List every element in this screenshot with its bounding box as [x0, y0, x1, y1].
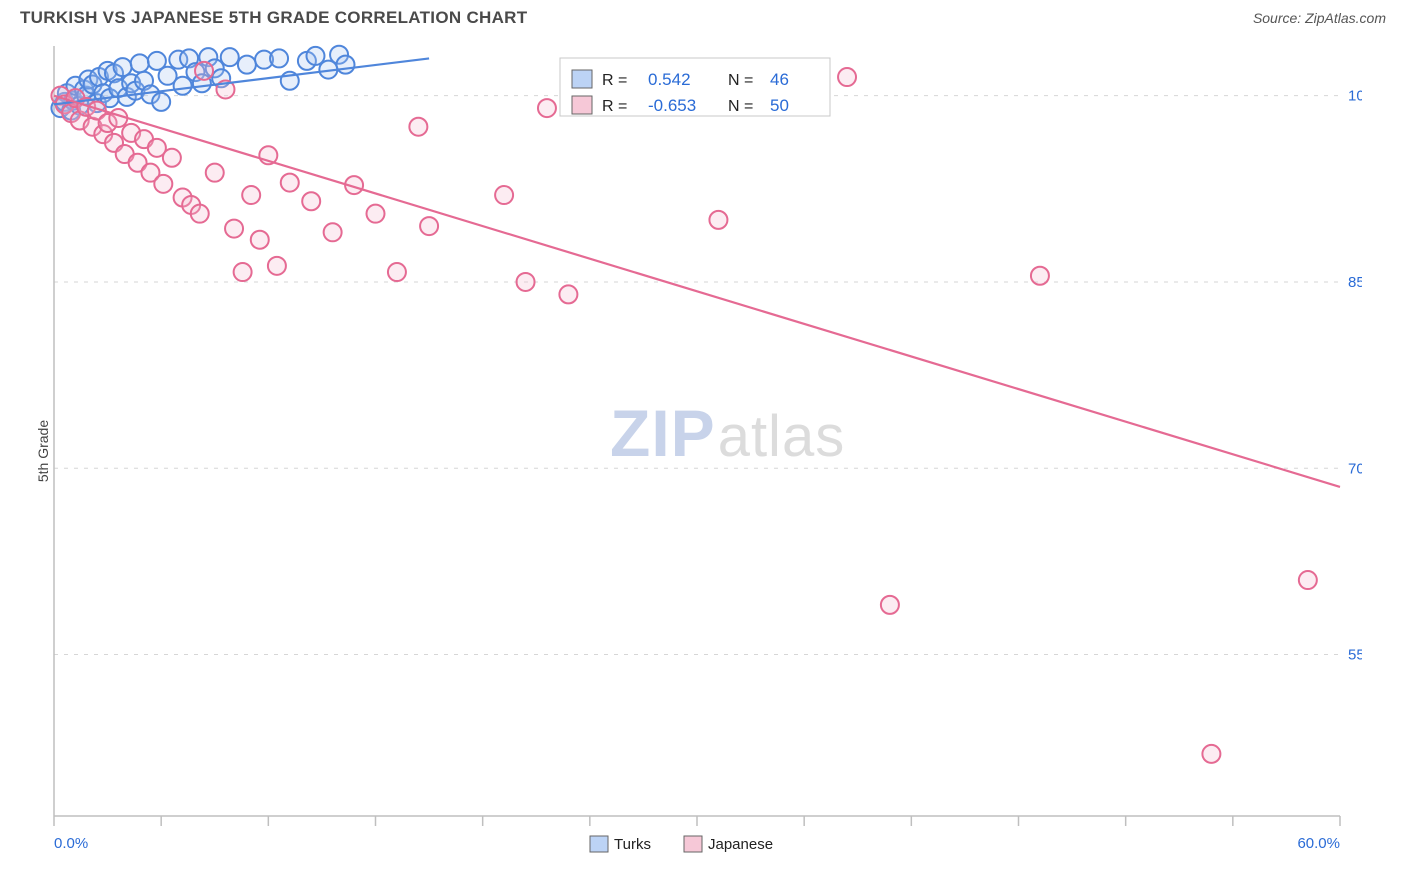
legend-swatch — [572, 70, 592, 88]
data-point — [538, 99, 556, 117]
data-point — [195, 62, 213, 80]
correlation-scatter-chart: ZIPatlas R = 0.542 N = 46 R = -0.653 N = 50 55.… — [20, 36, 1362, 866]
data-point — [388, 263, 406, 281]
data-point — [225, 220, 243, 238]
legend-swatch — [590, 836, 608, 852]
data-point — [191, 205, 209, 223]
legend-n-label: N = — [728, 72, 753, 89]
legend-r-label: R = — [602, 98, 627, 115]
legend-swatch — [572, 96, 592, 114]
data-point — [336, 56, 354, 74]
data-point — [270, 49, 288, 67]
data-point — [302, 192, 320, 210]
legend-r-label: R = — [602, 72, 627, 89]
data-point — [1031, 267, 1049, 285]
data-point — [409, 118, 427, 136]
data-point — [517, 273, 535, 291]
y-tick-label: 85.0% — [1348, 274, 1362, 291]
legend-series-label: Turks — [614, 836, 651, 853]
watermark-zip: ZIP — [610, 396, 716, 470]
data-point — [838, 68, 856, 86]
data-point — [1202, 745, 1220, 763]
legend-series-label: Japanese — [708, 836, 773, 853]
data-point — [163, 149, 181, 167]
data-point — [234, 263, 252, 281]
legend-n-label: N = — [728, 98, 753, 115]
watermark-atlas: atlas — [718, 404, 846, 469]
legend-n-value: 50 — [770, 96, 789, 115]
watermark: ZIPatlas — [610, 396, 845, 470]
legend-r-value: 0.542 — [648, 70, 691, 89]
data-point — [251, 231, 269, 249]
legend-swatch — [684, 836, 702, 852]
data-point — [495, 186, 513, 204]
data-point — [268, 257, 286, 275]
source-attribution: Source: ZipAtlas.com — [1253, 10, 1386, 26]
data-point — [221, 48, 239, 66]
svg-text:ZIPatlas: ZIPatlas — [610, 396, 845, 470]
y-tick-label: 70.0% — [1348, 460, 1362, 477]
data-point — [324, 223, 342, 241]
y-tick-label: 100.0% — [1348, 88, 1362, 105]
data-point — [242, 186, 260, 204]
source-label: Source: — [1253, 10, 1305, 26]
data-point — [154, 175, 172, 193]
data-point — [206, 164, 224, 182]
data-point — [152, 93, 170, 111]
data-point — [131, 54, 149, 72]
legend-r-value: -0.653 — [648, 96, 696, 115]
chart-title: TURKISH VS JAPANESE 5TH GRADE CORRELATIO… — [20, 8, 527, 28]
source-name: ZipAtlas.com — [1305, 10, 1386, 26]
data-point — [281, 174, 299, 192]
data-point — [420, 217, 438, 235]
data-point — [709, 211, 727, 229]
data-point — [114, 58, 132, 76]
data-point — [1299, 571, 1317, 589]
data-point — [881, 596, 899, 614]
data-point — [238, 56, 256, 74]
data-point — [559, 285, 577, 303]
y-tick-label: 55.0% — [1348, 647, 1362, 664]
data-point — [367, 205, 385, 223]
x-tick-label: 0.0% — [54, 835, 88, 852]
legend-n-value: 46 — [770, 70, 789, 89]
y-axis-label: 5th Grade — [35, 420, 51, 482]
x-tick-label: 60.0% — [1297, 835, 1340, 852]
